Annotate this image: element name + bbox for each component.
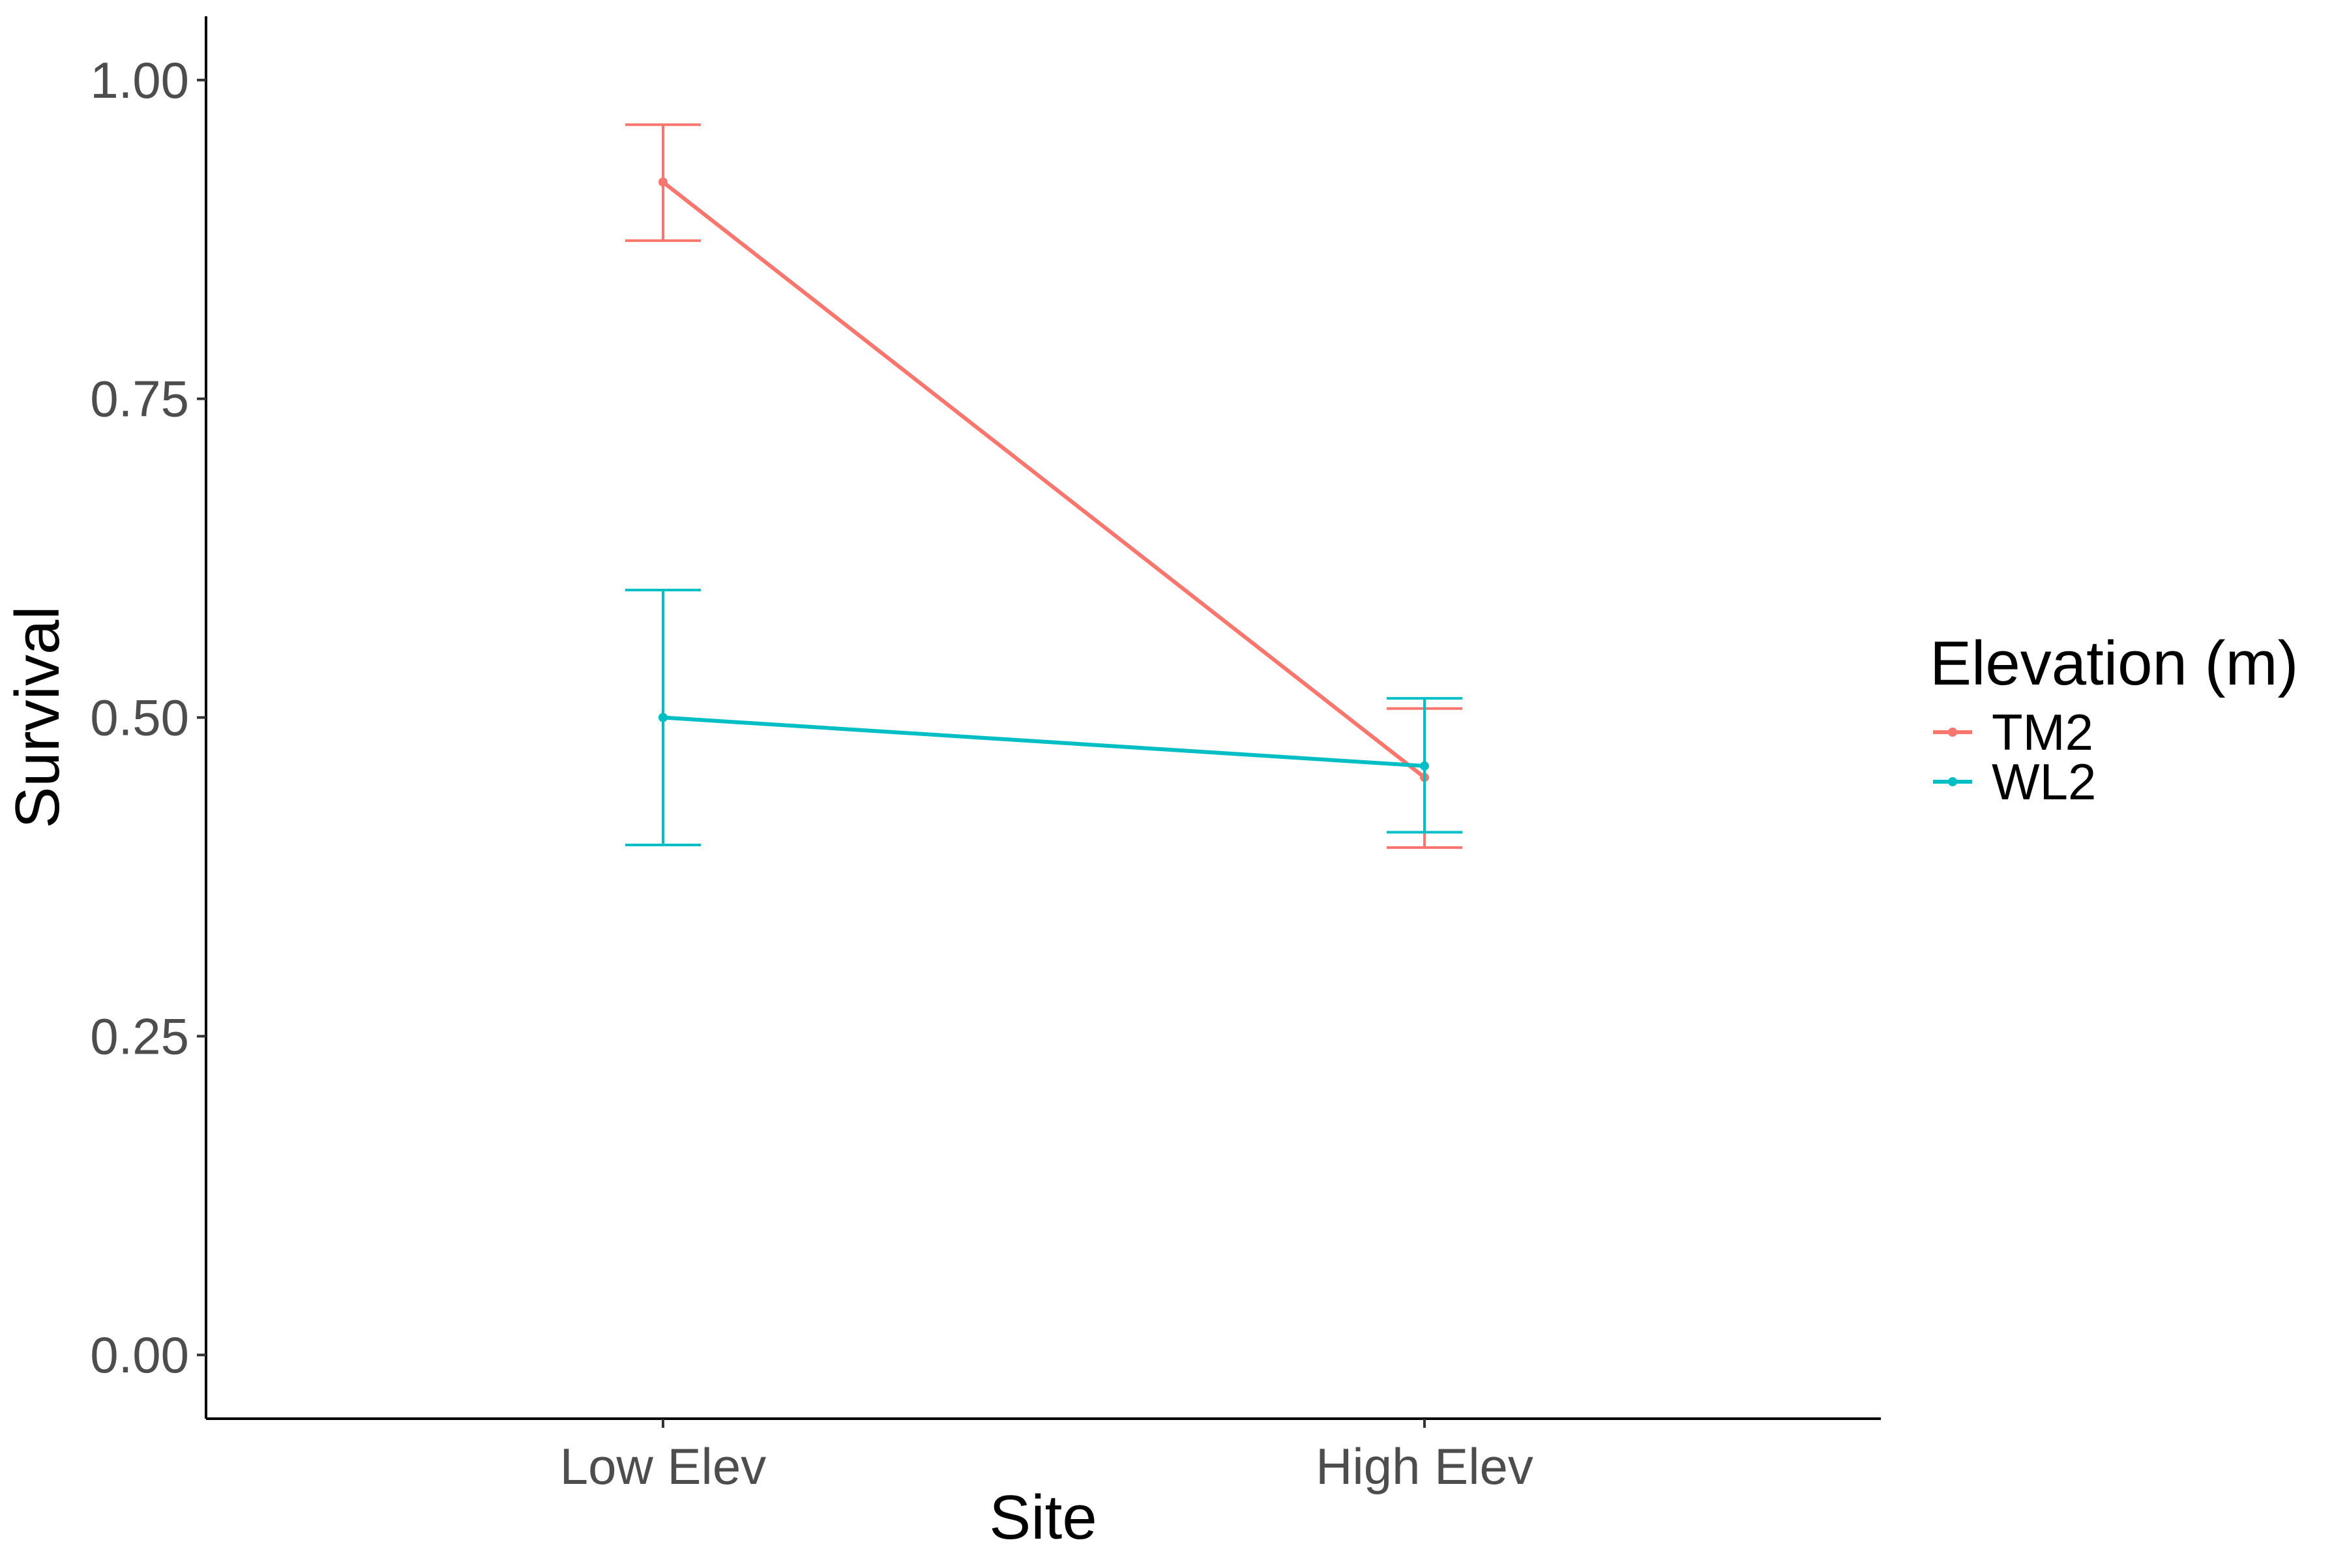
series-wl2: [625, 588, 1462, 847]
legend-key-point: [1948, 728, 1957, 737]
axes: 0.00 0.25 0.50 0.75 1.00 Low Elev High Elev: [90, 16, 1881, 1495]
legend-item: WL2: [1933, 753, 2096, 810]
y-tick-label: 0.25: [90, 1007, 189, 1065]
y-tick-label: 0.00: [90, 1326, 189, 1383]
x-axis-title: Site: [989, 1483, 1097, 1552]
legend-label: TM2: [1992, 703, 2093, 761]
legend-key-point: [1948, 777, 1957, 786]
y-axis-title: Survival: [3, 606, 72, 828]
y-tick-label: 0.75: [90, 370, 189, 428]
data-point: [658, 713, 668, 722]
legend-title: Elevation (m): [1930, 629, 2299, 698]
series-line: [662, 180, 1426, 779]
series-tm2: [625, 123, 1462, 849]
legend-label: WL2: [1992, 753, 2096, 810]
data-point: [1420, 761, 1429, 771]
x-tick-label: High Elev: [1316, 1438, 1533, 1495]
plot-area: [625, 123, 1462, 849]
series-line: [662, 715, 1425, 768]
data-point: [658, 177, 668, 187]
x-tick-label: Low Elev: [560, 1438, 767, 1495]
legend-item: TM2: [1933, 703, 2093, 761]
y-tick-label: 0.50: [90, 689, 189, 747]
y-tick-label: 1.00: [90, 52, 189, 109]
